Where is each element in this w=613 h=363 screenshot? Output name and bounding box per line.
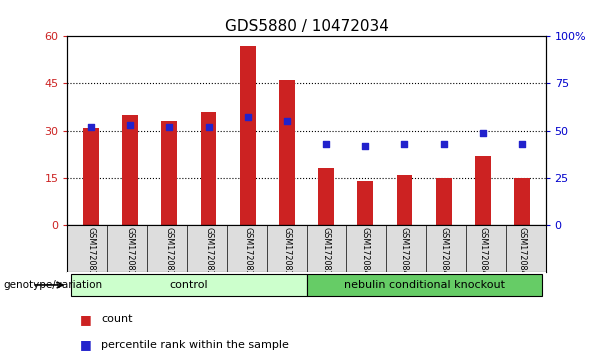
- Text: percentile rank within the sample: percentile rank within the sample: [101, 340, 289, 350]
- Text: GSM1720835: GSM1720835: [165, 227, 174, 281]
- Text: GSM1720844: GSM1720844: [517, 227, 527, 281]
- Bar: [397, 175, 413, 225]
- Text: GSM1720839: GSM1720839: [322, 227, 330, 281]
- Point: [243, 115, 253, 121]
- Point: [86, 124, 96, 130]
- Text: GSM1720840: GSM1720840: [361, 227, 370, 281]
- Text: nebulin conditional knockout: nebulin conditional knockout: [343, 280, 504, 290]
- Text: GSM1720837: GSM1720837: [243, 227, 252, 281]
- Text: ■: ■: [80, 313, 91, 326]
- Text: GSM1720838: GSM1720838: [283, 227, 291, 281]
- FancyBboxPatch shape: [71, 274, 306, 296]
- Text: genotype/variation: genotype/variation: [3, 280, 102, 290]
- Point: [204, 124, 213, 130]
- Bar: [279, 80, 295, 225]
- Bar: [200, 112, 216, 225]
- Bar: [240, 46, 256, 225]
- Point: [164, 124, 174, 130]
- Point: [360, 143, 370, 149]
- Point: [439, 141, 449, 147]
- Bar: [357, 181, 373, 225]
- Text: GSM1720834: GSM1720834: [126, 227, 135, 281]
- Text: ■: ■: [80, 338, 91, 351]
- Point: [282, 118, 292, 124]
- Point: [321, 141, 331, 147]
- Text: GSM1720833: GSM1720833: [86, 227, 96, 281]
- Bar: [514, 178, 530, 225]
- Text: GSM1720843: GSM1720843: [478, 227, 487, 281]
- Bar: [161, 121, 177, 225]
- Bar: [123, 115, 138, 225]
- Bar: [83, 127, 99, 225]
- Text: count: count: [101, 314, 132, 325]
- Point: [400, 141, 409, 147]
- Bar: [475, 156, 490, 225]
- FancyBboxPatch shape: [306, 274, 542, 296]
- Bar: [436, 178, 452, 225]
- Text: control: control: [170, 280, 208, 290]
- Point: [517, 141, 527, 147]
- Title: GDS5880 / 10472034: GDS5880 / 10472034: [224, 19, 389, 34]
- Text: GSM1720836: GSM1720836: [204, 227, 213, 281]
- Text: GSM1720842: GSM1720842: [439, 227, 448, 281]
- Text: GSM1720841: GSM1720841: [400, 227, 409, 281]
- Point: [125, 122, 135, 128]
- Point: [478, 130, 488, 135]
- Bar: [318, 168, 334, 225]
